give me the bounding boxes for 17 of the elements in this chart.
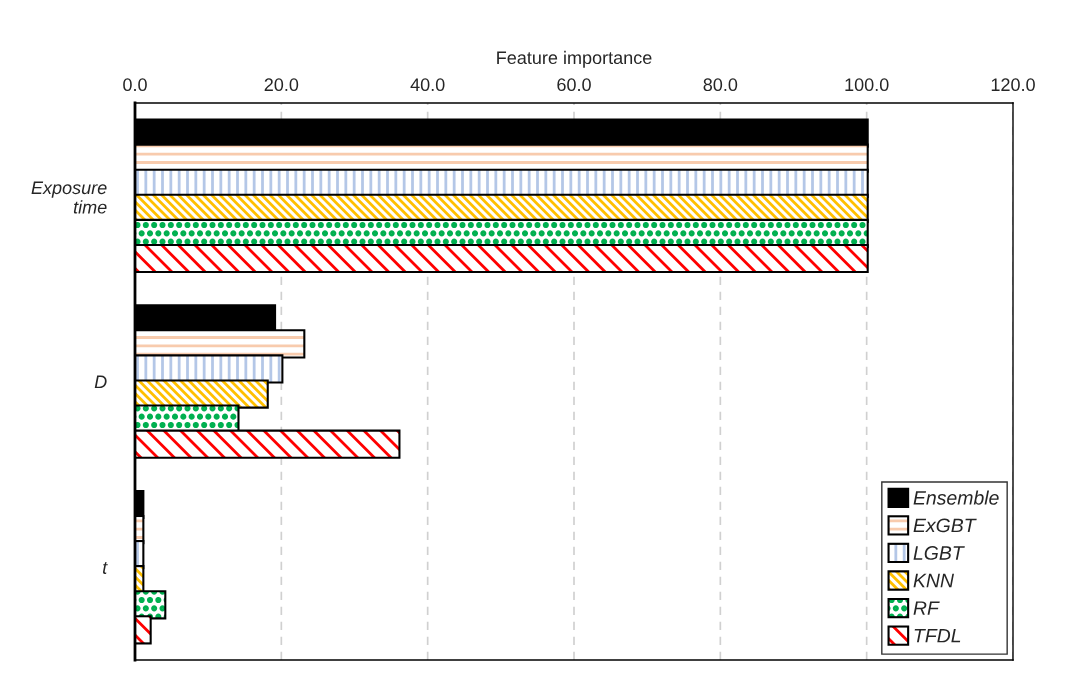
x-tick-label: 120.0 xyxy=(991,78,1035,92)
x-tick-label: 20.0 xyxy=(264,78,299,92)
y-tick-label: D xyxy=(94,375,107,389)
y-tick-label: t xyxy=(103,562,108,574)
x-tick-label: 0.0 xyxy=(123,78,147,92)
legend-label: TFDL xyxy=(914,628,961,643)
x-axis-title: Feature importance xyxy=(497,50,652,68)
legend-label: Ensemble xyxy=(913,490,999,505)
legend-label: RF xyxy=(913,601,940,615)
legend-label: ExGBT xyxy=(913,518,977,533)
x-tick-label: 100.0 xyxy=(845,78,889,92)
x-tick-label: 60.0 xyxy=(557,78,591,92)
y-tick-label: Exposure time xyxy=(31,181,107,214)
legend-label: KNN xyxy=(913,573,954,588)
legend-label: LGBT xyxy=(913,546,965,560)
x-tick-label: 80.0 xyxy=(703,78,738,92)
x-tick-label: 40.0 xyxy=(410,78,445,92)
